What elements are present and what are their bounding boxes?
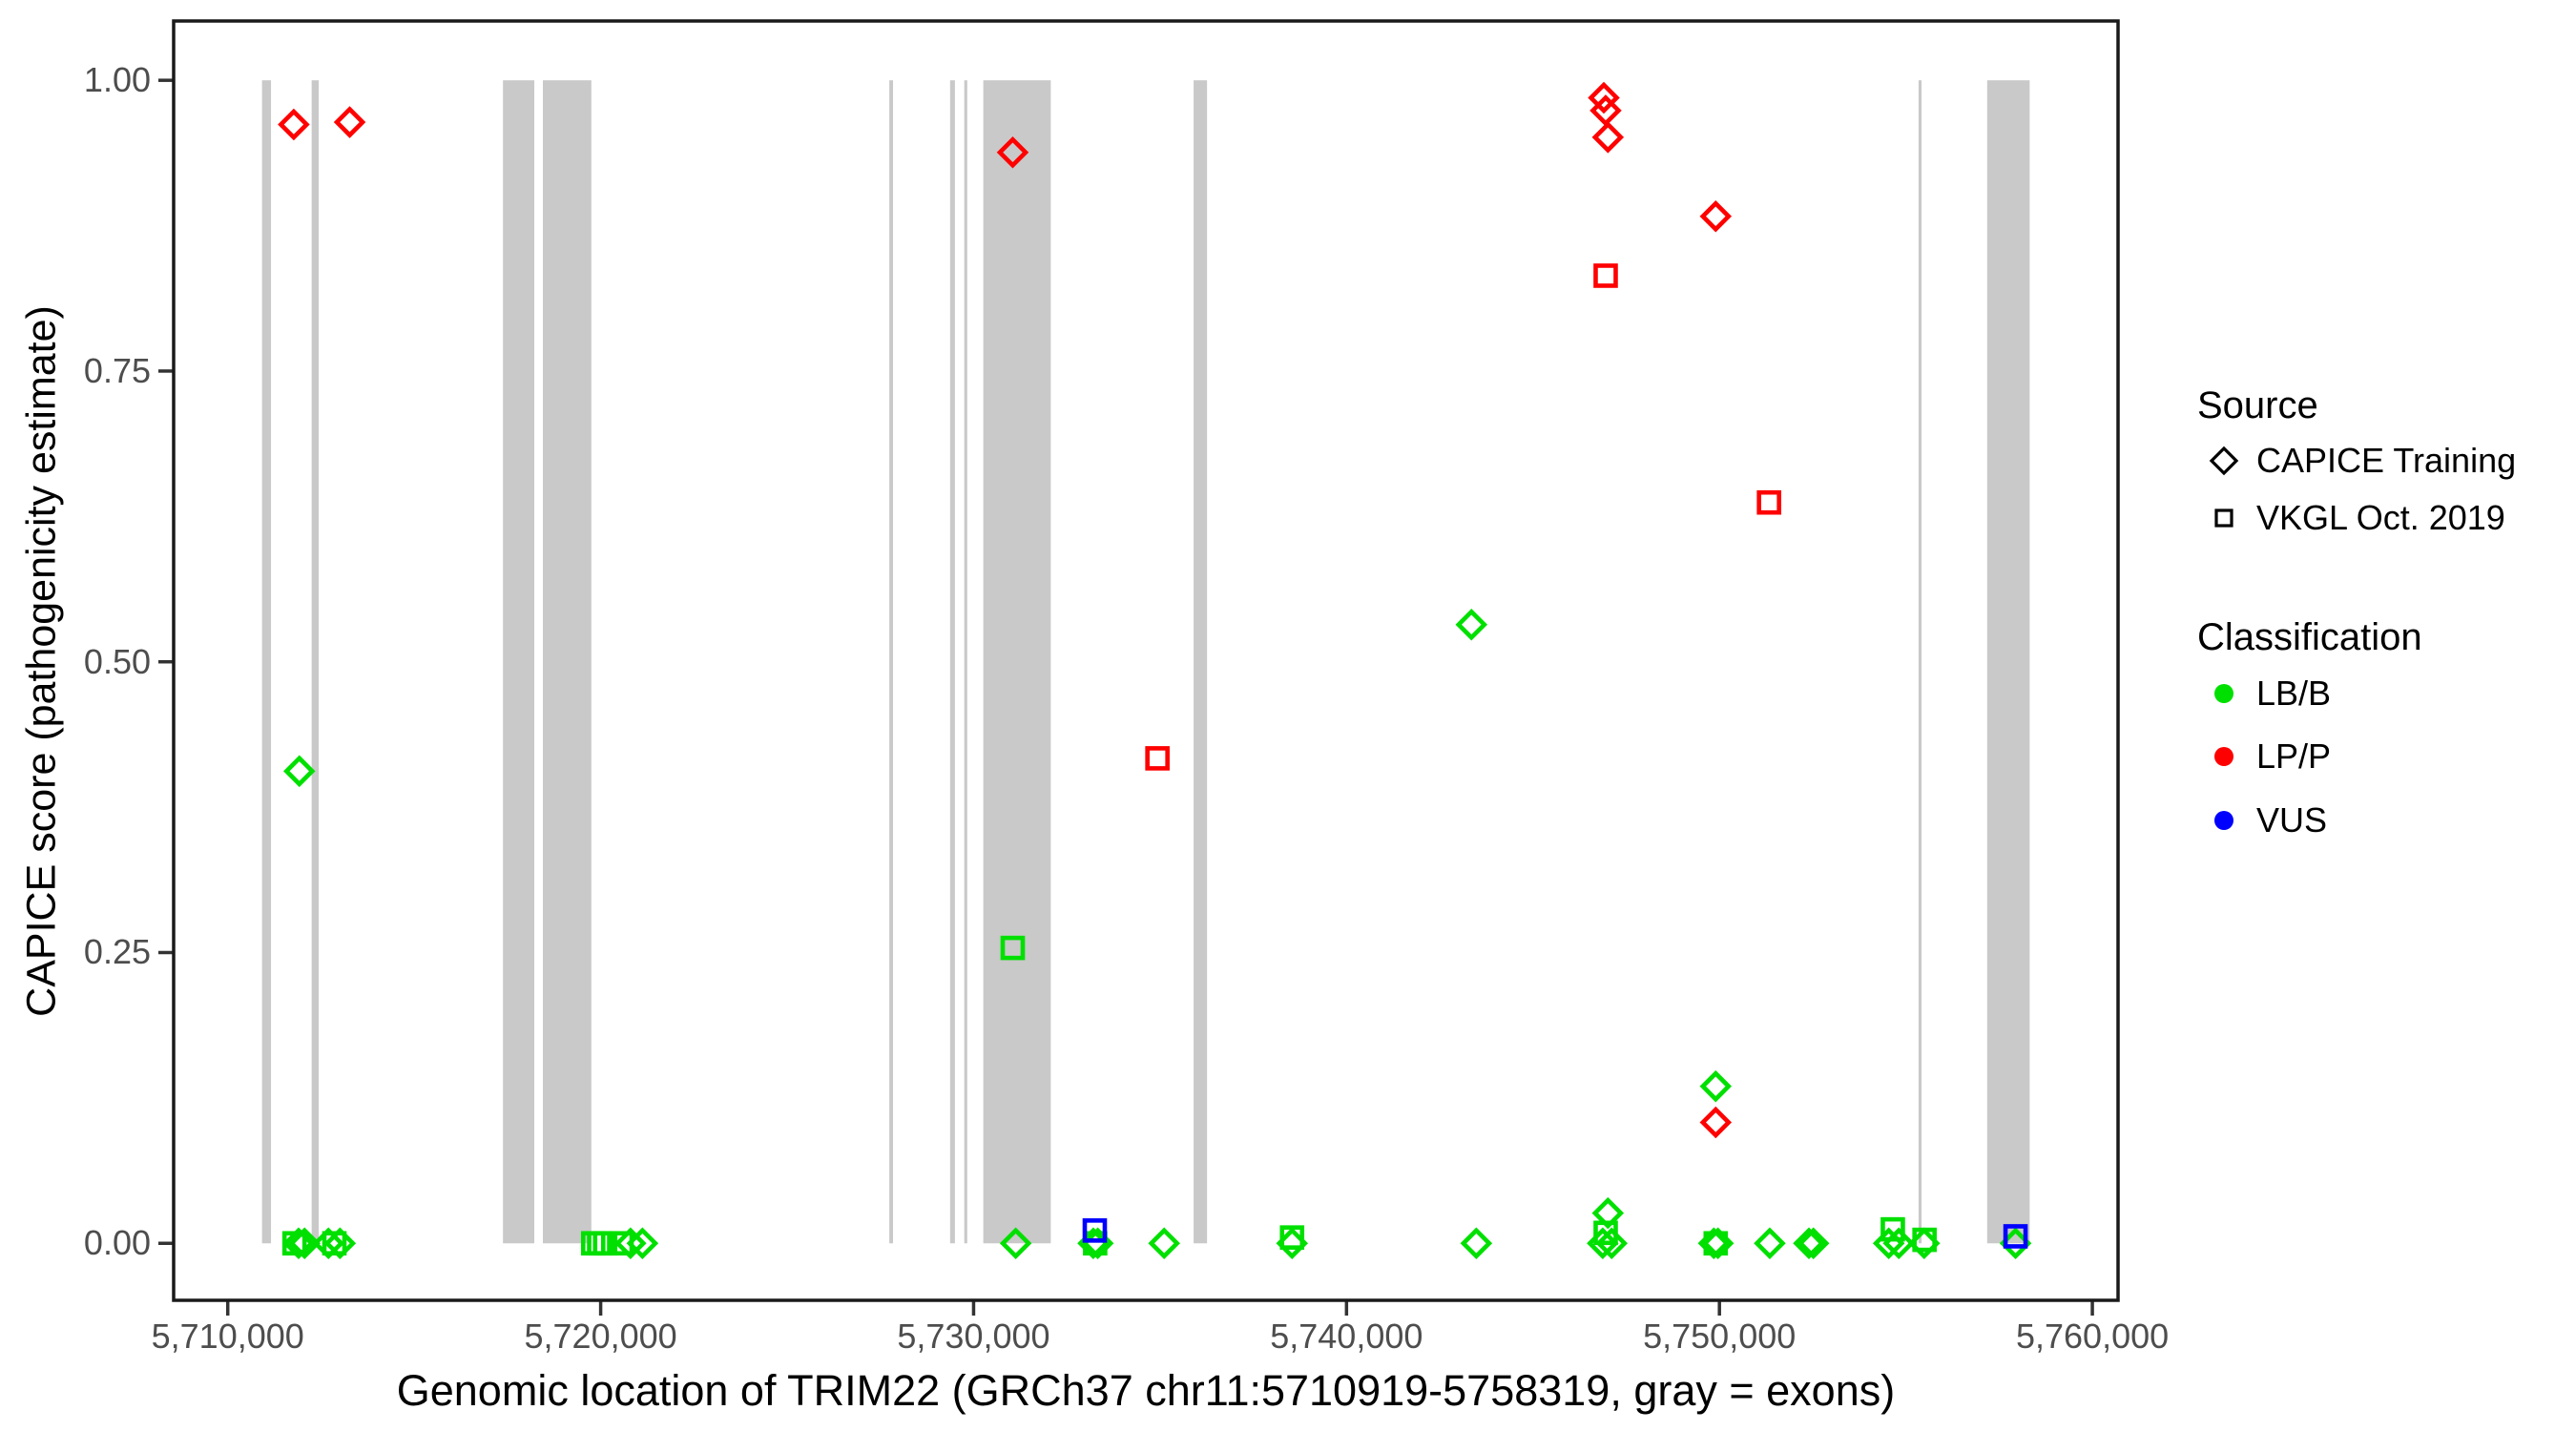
legend-item-label: LB/B bbox=[2256, 674, 2332, 713]
y-axis-title: CAPICE score (pathogenicity estimate) bbox=[18, 305, 65, 1017]
data-point bbox=[1699, 1106, 1733, 1139]
legend-classification: Classification bbox=[2197, 616, 2422, 659]
data-point bbox=[312, 1227, 345, 1260]
red-dot-icon bbox=[2214, 747, 2233, 766]
legend-classification-title: Classification bbox=[2197, 616, 2422, 658]
data-point bbox=[609, 1231, 634, 1256]
legend-item-lbb: LB/B bbox=[2203, 673, 2331, 715]
data-point bbox=[1593, 263, 1618, 288]
blue-dot-icon bbox=[2214, 811, 2233, 830]
x-tick-label: 5,750,000 bbox=[1643, 1317, 1797, 1356]
exon-region bbox=[889, 80, 894, 1244]
data-point bbox=[996, 136, 1029, 169]
panel-border bbox=[172, 19, 2120, 1302]
exon-region bbox=[543, 80, 592, 1244]
data-point bbox=[1591, 121, 1625, 154]
exon-region bbox=[1986, 80, 2030, 1244]
data-point bbox=[1756, 489, 1781, 515]
data-point bbox=[1455, 608, 1488, 641]
legend-item-label: VUS bbox=[2256, 800, 2328, 840]
data-point bbox=[1460, 1227, 1493, 1260]
exon-region bbox=[503, 80, 535, 1244]
data-point bbox=[1880, 1216, 1905, 1242]
data-point bbox=[614, 1227, 647, 1260]
x-tick-label: 5,710,000 bbox=[151, 1317, 304, 1356]
y-tick-label: 0.00 bbox=[83, 1223, 151, 1263]
data-point bbox=[282, 1227, 315, 1260]
data-point bbox=[1082, 1218, 1108, 1243]
exon-region bbox=[1194, 80, 1208, 1244]
x-tick-label: 5,760,000 bbox=[2015, 1317, 2170, 1356]
data-point bbox=[278, 108, 310, 141]
data-point bbox=[288, 1227, 321, 1260]
legend-item-label: LP/P bbox=[2256, 736, 2332, 776]
data-point bbox=[626, 1227, 659, 1260]
green-dot-icon bbox=[2214, 684, 2233, 703]
legend-item-label: CAPICE Training bbox=[2256, 441, 2517, 480]
data-point bbox=[1589, 94, 1622, 127]
data-point bbox=[999, 1227, 1032, 1260]
legend-item-capice-training: CAPICE Training bbox=[2203, 440, 2516, 482]
data-point bbox=[1703, 1231, 1729, 1256]
diamond-icon bbox=[2209, 446, 2239, 476]
square-icon bbox=[2214, 508, 2233, 528]
data-point bbox=[592, 1231, 618, 1256]
y-tick-label: 1.00 bbox=[83, 60, 151, 100]
data-point bbox=[1145, 746, 1170, 771]
legend-item-vus: VUS bbox=[2203, 799, 2327, 841]
y-tick-label: 0.25 bbox=[83, 932, 151, 972]
data-point bbox=[1593, 1220, 1618, 1246]
exon-region bbox=[1918, 80, 1922, 1244]
legend-source: Source bbox=[2197, 384, 2318, 427]
exon-region bbox=[311, 80, 320, 1244]
x-tick-label: 5,730,000 bbox=[897, 1317, 1050, 1356]
data-point bbox=[1148, 1227, 1180, 1260]
exon-region bbox=[949, 80, 955, 1244]
data-point bbox=[283, 755, 316, 788]
x-tick-label: 5,740,000 bbox=[1270, 1317, 1423, 1356]
x-axis-title: Genomic location of TRIM22 (GRCh37 chr11… bbox=[396, 1366, 1896, 1415]
data-point bbox=[587, 1231, 612, 1256]
data-point bbox=[1797, 1227, 1830, 1260]
data-point bbox=[323, 1227, 357, 1260]
data-point bbox=[1699, 200, 1733, 233]
exon-region bbox=[261, 80, 272, 1244]
data-point bbox=[1279, 1225, 1305, 1250]
data-point bbox=[281, 1231, 307, 1256]
data-point bbox=[333, 106, 366, 138]
exon-region bbox=[983, 80, 1051, 1244]
data-point bbox=[1000, 935, 1026, 961]
data-point bbox=[1083, 1231, 1108, 1256]
exon-region bbox=[964, 80, 967, 1244]
data-point bbox=[1912, 1227, 1937, 1253]
data-point bbox=[1591, 1196, 1625, 1230]
data-point bbox=[1699, 1069, 1733, 1103]
data-point bbox=[1793, 1227, 1825, 1260]
legend-item-vkgl: VKGL Oct. 2019 bbox=[2203, 497, 2505, 539]
y-tick-label: 0.50 bbox=[83, 641, 151, 681]
data-point bbox=[2003, 1224, 2028, 1249]
data-point bbox=[1754, 1227, 1786, 1260]
legend-item-lpp: LP/P bbox=[2203, 736, 2331, 778]
legend-item-label: VKGL Oct. 2019 bbox=[2256, 498, 2505, 537]
legend-source-title: Source bbox=[2197, 384, 2318, 426]
data-point bbox=[1595, 1227, 1628, 1260]
data-point bbox=[322, 1231, 347, 1256]
x-tick-label: 5,720,000 bbox=[524, 1317, 677, 1356]
data-point bbox=[1588, 81, 1620, 114]
y-tick-label: 0.75 bbox=[83, 350, 151, 390]
